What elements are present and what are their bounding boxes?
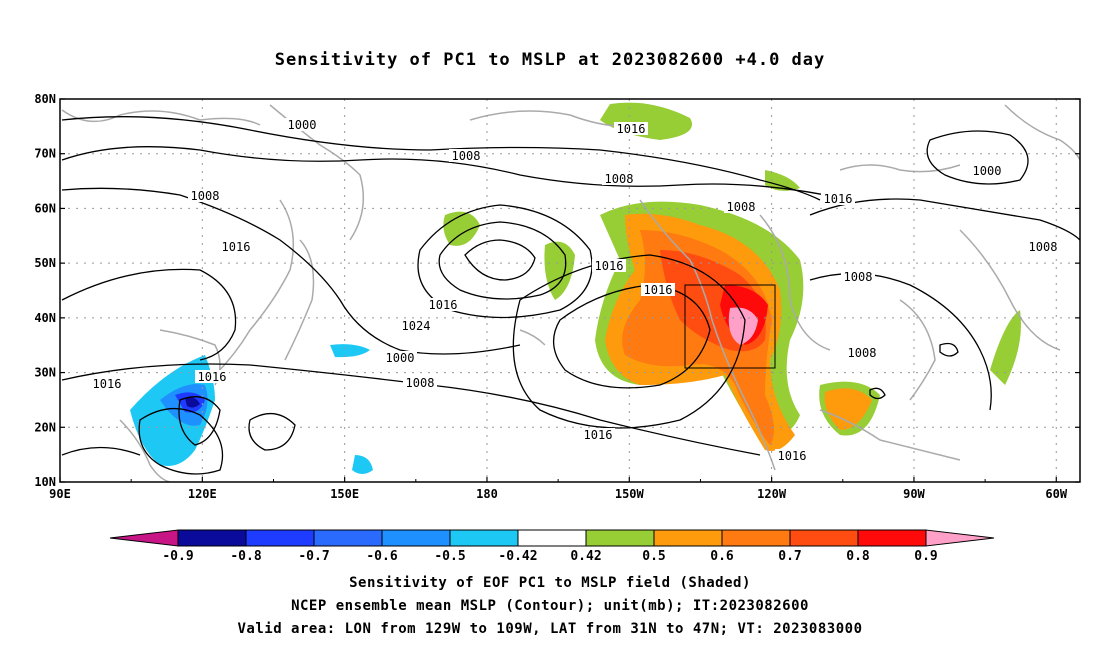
chart-title: Sensitivity of PC1 to MSLP at 2023082600… [274, 50, 826, 70]
contour-label: 1008 [1029, 240, 1058, 254]
lat-label: 20N [34, 420, 56, 434]
caption-valid-area: Valid area: LON from 129W to 109W, LAT f… [237, 621, 863, 637]
contour-label: 1016 [644, 283, 673, 297]
lon-label: 60W [1045, 487, 1067, 501]
colorbar-label: -0.42 [498, 549, 537, 564]
coastlines [61, 104, 1080, 482]
colorbar-label: 0.9 [914, 549, 937, 564]
contour-label: 1008 [452, 149, 481, 163]
colorbar-label: 0.6 [710, 549, 734, 564]
lon-label: 90E [49, 487, 71, 501]
colorbar-swatch [245, 529, 315, 547]
map-frame [59, 98, 1081, 483]
contour-label: 1016 [198, 370, 227, 384]
lon-label: 150E [330, 487, 359, 501]
colorbar-label: -0.5 [434, 549, 465, 564]
contour-label: 1024 [402, 319, 431, 333]
contour-label: 1016 [93, 377, 122, 391]
lat-label: 30N [34, 366, 56, 380]
colorbar-swatch [653, 529, 723, 547]
caption-shading: Sensitivity of EOF PC1 to MSLP field (Sh… [349, 575, 751, 591]
contour-label: 1008 [191, 189, 220, 203]
colorbar-swatch [177, 529, 247, 547]
lat-label: 70N [34, 147, 56, 161]
contour-label: 1000 [386, 351, 415, 365]
colorbar-swatch [857, 529, 927, 547]
colorbar-swatch [313, 529, 383, 547]
colorbar-right-arrow [925, 529, 995, 547]
lon-label: 120W [757, 487, 787, 501]
colorbar-swatch [381, 529, 451, 547]
colorbar-label: -0.7 [298, 549, 329, 564]
lat-label: 60N [34, 201, 56, 215]
lat-label: 80N [34, 92, 56, 106]
colorbar-label: -0.6 [366, 549, 397, 564]
lon-label: 90W [903, 487, 925, 501]
contour-label: 1016 [429, 298, 458, 312]
contour-label: 1016 [595, 259, 624, 273]
lat-label: 50N [34, 256, 56, 270]
contour-label: 1008 [844, 270, 873, 284]
contour-label: 1008 [727, 200, 756, 214]
contour-label: 1016 [584, 428, 613, 442]
lat-label: 40N [34, 311, 56, 325]
contour-label: 1000 [973, 164, 1002, 178]
lon-label: 180 [476, 487, 498, 501]
lon-label: 120E [188, 487, 217, 501]
contour-labels: 1000 1008 1016 1008 1000 1016 1008 1008 1016 1016… [90, 118, 1060, 463]
colorbar-label: -0.9 [162, 549, 193, 564]
colorbar-label: 0.8 [846, 549, 870, 564]
contour-label: 1000 [288, 118, 317, 132]
gridlines [60, 99, 1080, 482]
contour-label: 1008 [406, 376, 435, 390]
colorbar: -0.9 -0.8 -0.7 -0.6 -0.5 -0.42 0.42 0.5 0.6 0.7 0.… [109, 529, 995, 564]
colorbar-swatch [789, 529, 859, 547]
contour-label: 1008 [848, 346, 877, 360]
colorbar-swatch [585, 529, 655, 547]
colorbar-swatch [449, 529, 519, 547]
contour-label: 1016 [617, 122, 646, 136]
colorbar-swatch [517, 529, 587, 547]
caption-contours: NCEP ensemble mean MSLP (Contour); unit(… [291, 598, 809, 614]
colorbar-label: -0.8 [230, 549, 261, 564]
colorbar-label: 0.5 [642, 549, 665, 564]
colorbar-swatch [721, 529, 791, 547]
map-background [60, 99, 1080, 482]
colorbar-left-arrow [109, 529, 179, 547]
lon-label: 150W [615, 487, 645, 501]
contour-label: 1008 [605, 172, 634, 186]
contour-label: 1016 [222, 240, 251, 254]
contour-label: 1016 [778, 449, 807, 463]
sensitivity-shading [130, 102, 1021, 474]
lat-label: 10N [34, 475, 56, 489]
colorbar-label: 0.42 [570, 549, 601, 564]
colorbar-label: 0.7 [778, 549, 801, 564]
valid-area-box [684, 284, 776, 369]
contour-label: 1016 [824, 192, 853, 206]
